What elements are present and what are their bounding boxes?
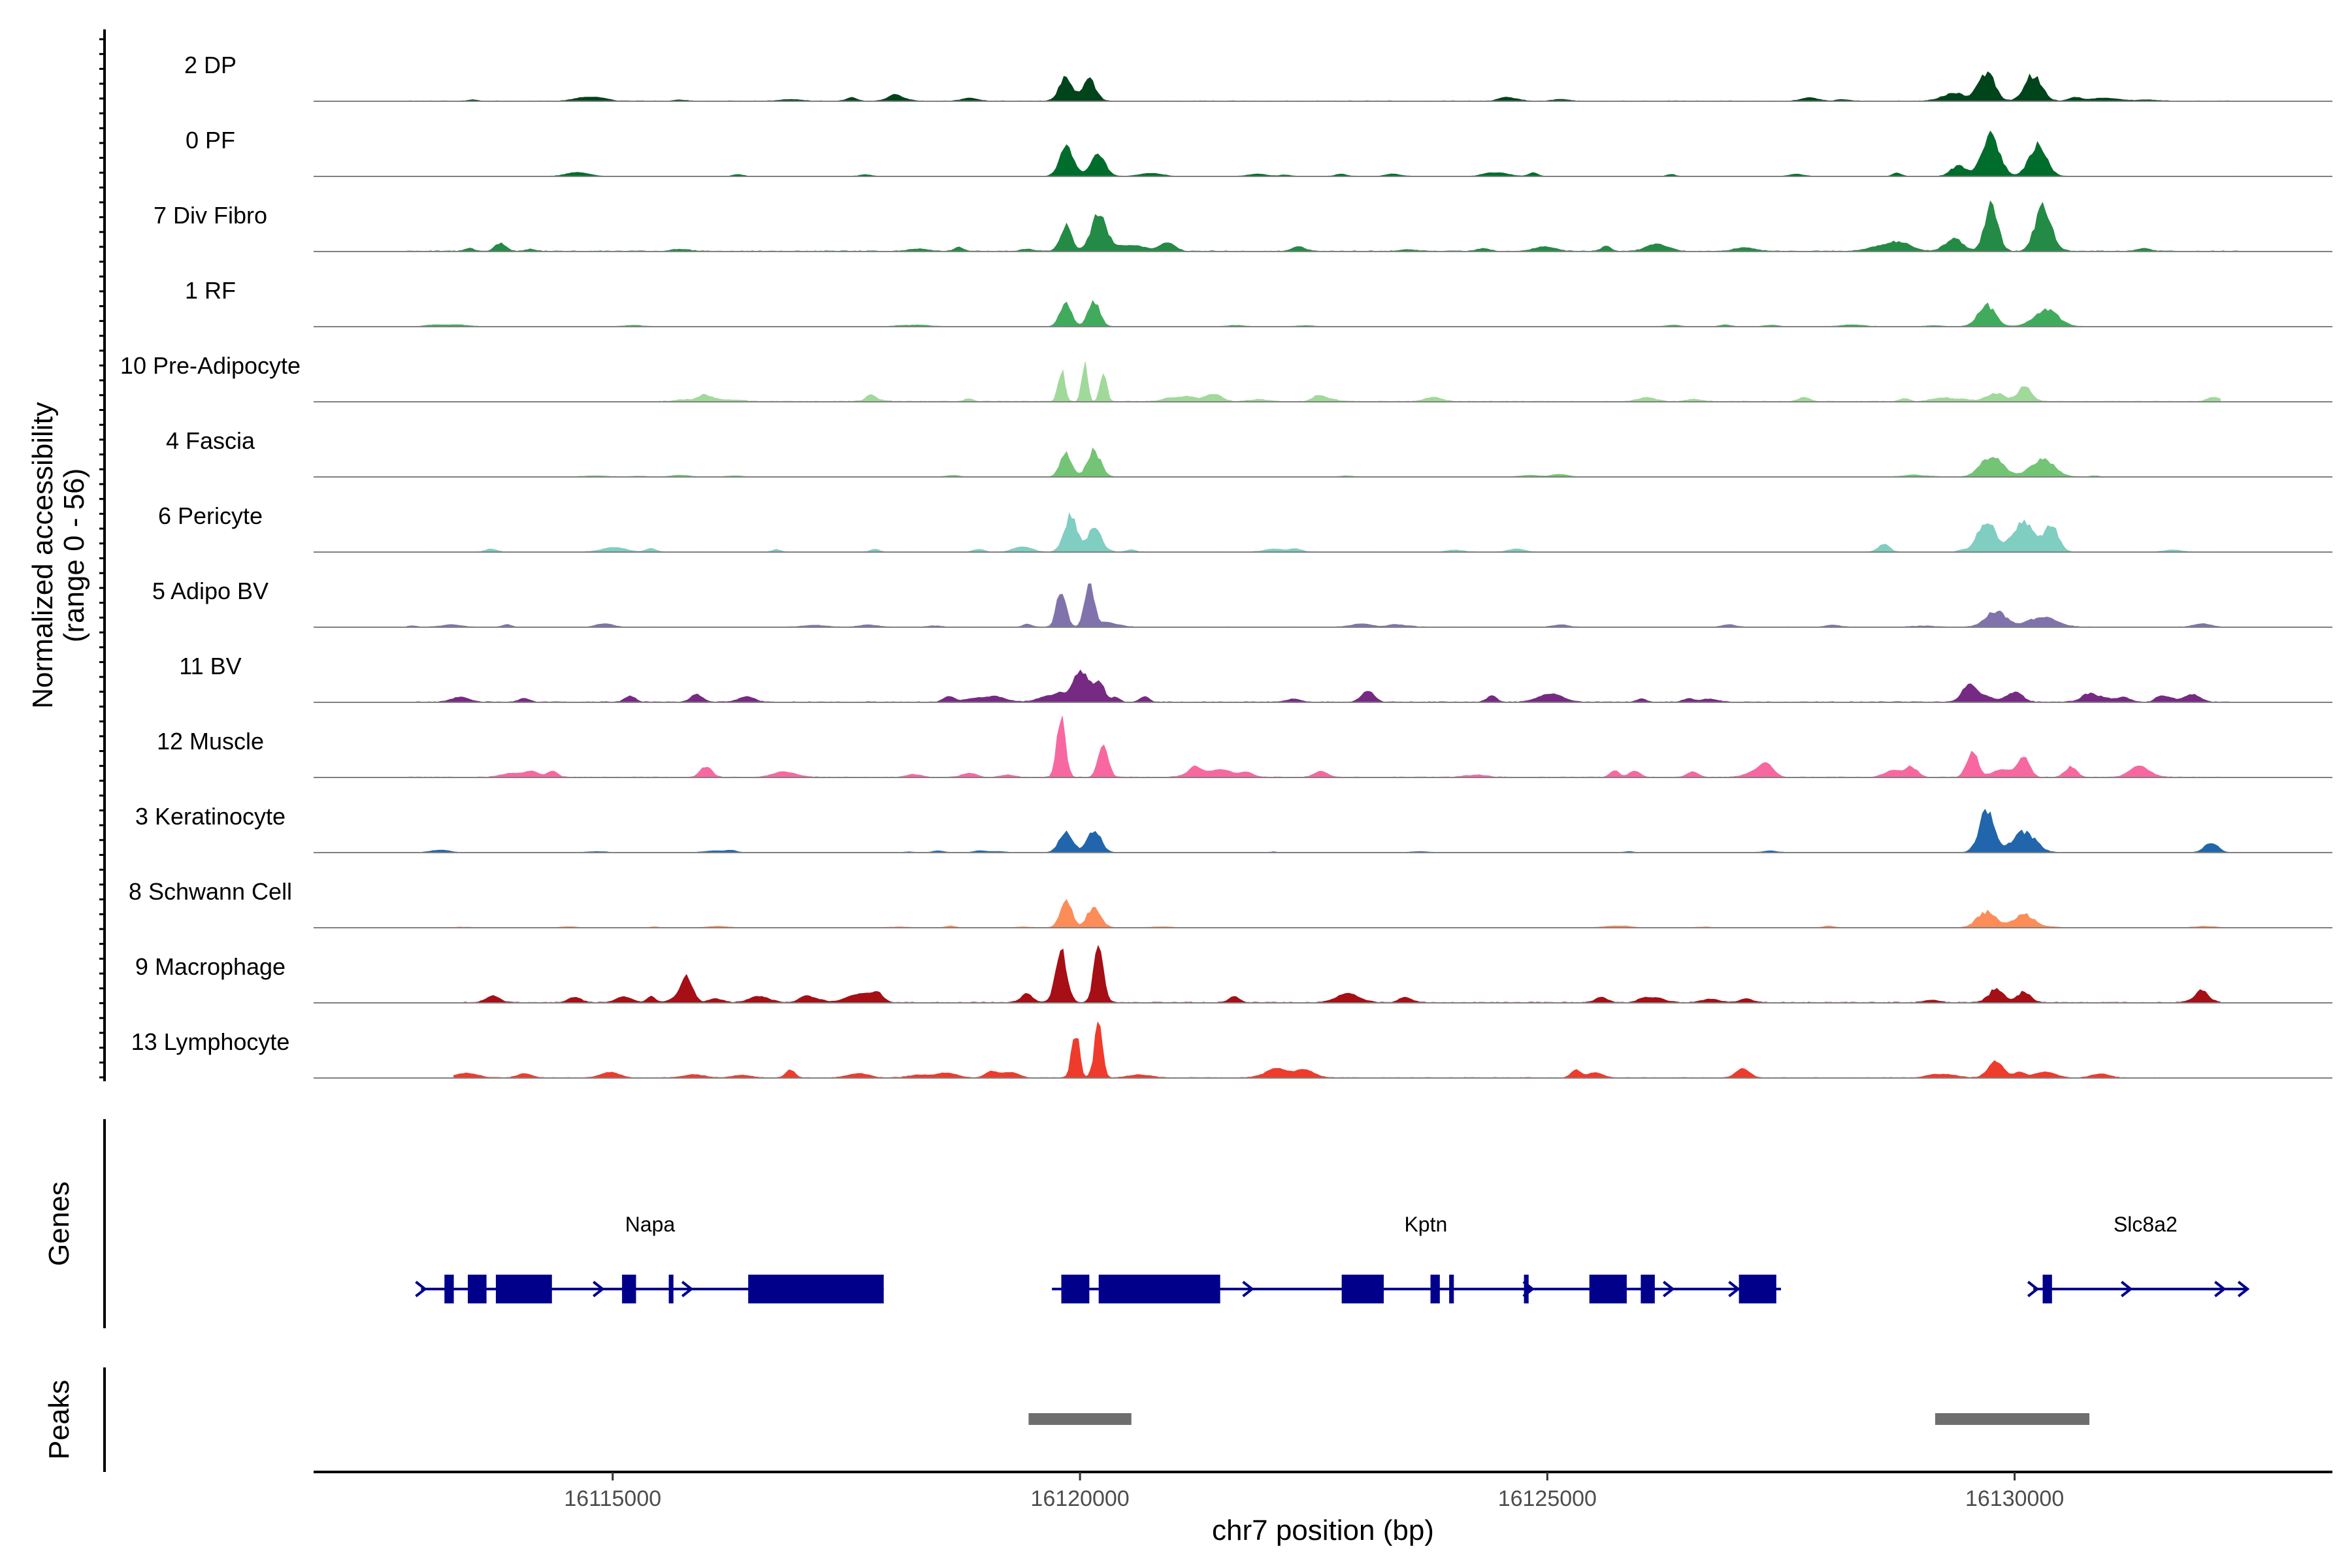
peaks-track-label: Peaks [43, 1380, 75, 1460]
peak-region [1935, 1413, 2090, 1425]
strand-arrow [1522, 1281, 1535, 1298]
track-label: 10 Pre-Adipocyte [120, 352, 301, 379]
exon [748, 1275, 884, 1303]
coverage-area [406, 200, 2240, 252]
coverage-area [406, 71, 2240, 102]
coverage-area [463, 945, 2221, 1004]
track-label: 11 BV [179, 653, 241, 679]
strand-arrow [2214, 1281, 2227, 1298]
coverage-area [416, 669, 2239, 703]
track-label: 5 Adipo BV [152, 578, 269, 604]
exon [1430, 1275, 1440, 1303]
track-14: 13 Lymphocyte [131, 1021, 2332, 1079]
coverage-area [406, 130, 2240, 177]
exon [1589, 1275, 1627, 1303]
strand-arrow [2027, 1281, 2040, 1298]
track-label: 1 RF [185, 277, 236, 304]
exon [1739, 1275, 1776, 1303]
x-axis: 16115000 16120000 16125000 16130000 [314, 1471, 2332, 1511]
exon [1098, 1275, 1220, 1303]
gene-kptn: Kptn [1052, 1213, 1781, 1303]
x-axis-label: chr7 position (bp) [1212, 1514, 1434, 1546]
y-axis-ticks [99, 38, 105, 1079]
exon [1449, 1275, 1454, 1303]
track-3: 7 Div Fibro [154, 200, 2332, 252]
peaks-track [1028, 1413, 2090, 1425]
track-label: 12 Muscle [157, 728, 264, 755]
x-tick-label: 16130000 [1965, 1486, 2064, 1511]
track-label: 7 Div Fibro [154, 202, 267, 229]
gene-slc8a2: Slc8a2 [2027, 1213, 2250, 1303]
strand-arrow [681, 1281, 694, 1298]
y-axis [99, 29, 106, 1081]
track-8: 5 Adipo BV [152, 578, 2332, 628]
track-label: 6 Pericyte [158, 502, 263, 529]
track-11: 3 Keratinocyte [135, 803, 2332, 853]
coverage-area [406, 300, 2240, 327]
strand-arrow [1242, 1281, 1254, 1298]
exon [468, 1275, 487, 1303]
gene-name: Slc8a2 [2114, 1213, 2178, 1236]
track-label: 13 Lymphocyte [131, 1028, 290, 1055]
track-7: 6 Pericyte [158, 502, 2332, 553]
track-9: 11 BV [179, 653, 2332, 703]
strand-arrow [2121, 1281, 2133, 1298]
exon [1524, 1275, 1529, 1303]
track-label: 4 Fascia [166, 427, 255, 454]
x-tick-label: 16115000 [564, 1486, 661, 1511]
coverage-area [406, 898, 2240, 928]
track-label: 8 Schwann Cell [129, 878, 292, 905]
exon [1061, 1275, 1090, 1303]
y-axis-label: Normalized accessibility [27, 402, 59, 708]
exon [2042, 1275, 2052, 1303]
coverage-area [406, 512, 2240, 553]
track-13: 9 Macrophage [135, 945, 2332, 1004]
track-5: 10 Pre-Adipocyte [120, 352, 2332, 402]
track-10: 12 Muscle [157, 716, 2332, 778]
track-6: 4 Fascia [166, 427, 2332, 478]
gene-napa: Napa [415, 1213, 884, 1303]
peak-region [1028, 1413, 1132, 1425]
coverage-tracks: 2 DP 0 PF 7 Div Fibro 1 RF 10 Pre-Adipocyte 4… [120, 52, 2332, 1079]
x-tick-label: 16125000 [1498, 1486, 1597, 1511]
x-tick-label: 16120000 [1030, 1486, 1129, 1511]
strand-arrow [1663, 1281, 1675, 1298]
gene-name: Kptn [1404, 1213, 1447, 1236]
coverage-area [406, 808, 2240, 853]
exon [622, 1275, 636, 1303]
track-1: 2 DP [184, 52, 2332, 102]
y-axis-range-label: (range 0 - 56) [58, 468, 90, 643]
strand-arrow [415, 1281, 427, 1298]
track-label: 2 DP [184, 52, 237, 78]
exon [1641, 1275, 1655, 1303]
gene-annotation-track: Napa Kptn Slc8a2 [415, 1213, 2250, 1303]
genes-track-label: Genes [43, 1181, 75, 1266]
exon [444, 1275, 454, 1303]
coverage-area [453, 1021, 2155, 1079]
strand-arrow [2237, 1281, 2250, 1298]
coverage-area [406, 583, 2221, 628]
coverage-area [659, 361, 2221, 402]
track-12: 8 Schwann Cell [129, 878, 2332, 928]
track-label: 3 Keratinocyte [135, 803, 286, 830]
exon [1341, 1275, 1384, 1303]
gene-name: Napa [625, 1213, 676, 1236]
strand-arrow [593, 1281, 605, 1298]
coverage-area [406, 716, 2221, 778]
strand-arrow [1728, 1281, 1740, 1298]
coverage-area [406, 447, 2240, 478]
track-2: 0 PF [186, 127, 2332, 177]
exon [668, 1275, 674, 1303]
track-label: 9 Macrophage [135, 953, 286, 980]
track-label: 0 PF [186, 127, 235, 154]
exon [495, 1275, 552, 1303]
track-4: 1 RF [185, 277, 2332, 327]
